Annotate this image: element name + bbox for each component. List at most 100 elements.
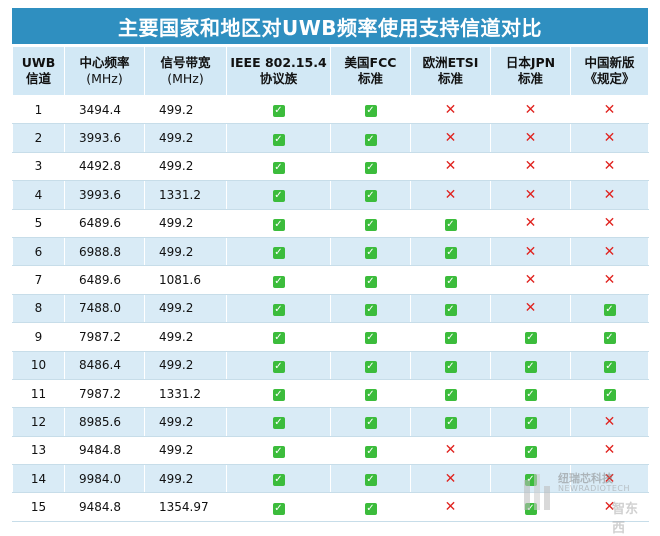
cell-jpn: ✓	[490, 435, 571, 466]
cell-bw: 499.2	[144, 407, 227, 437]
check-icon: ✓	[272, 161, 285, 174]
cell-ch: 1	[12, 94, 65, 125]
cross-icon: ✕	[444, 470, 457, 487]
table-row: 5 6489.6 499.2 ✓ ✓ ✓ ✕ ✕	[12, 208, 649, 238]
cell-ieee: ✓	[226, 492, 331, 522]
cell-ieee: ✓	[226, 94, 331, 125]
cell-cn: ✕	[570, 151, 649, 182]
check-icon: ✓	[272, 502, 285, 515]
check-icon: ✓	[272, 303, 285, 316]
check-icon: ✓	[524, 417, 537, 430]
cell-freq: 3993.6	[64, 180, 145, 210]
cell-jpn: ✓	[490, 464, 571, 494]
check-icon: ✓	[272, 218, 285, 231]
cross-icon: ✕	[603, 413, 616, 430]
check-icon: ✓	[272, 360, 285, 373]
cell-fcc: ✓	[330, 464, 411, 494]
check-icon: ✓	[364, 417, 377, 430]
check-icon: ✓	[444, 247, 457, 260]
cell-ch: 8	[12, 293, 65, 324]
header-china: 中国新版 《规定》	[570, 46, 649, 96]
cell-jpn: ✓	[490, 378, 571, 409]
cell-etsi: ✓	[410, 350, 491, 380]
cross-icon: ✕	[603, 272, 616, 289]
cell-ch: 7	[12, 265, 65, 295]
cell-fcc: ✓	[330, 293, 411, 324]
cell-ch: 2	[12, 123, 65, 153]
cell-etsi: ✓	[410, 208, 491, 238]
cell-fcc: ✓	[330, 208, 411, 238]
check-icon: ✓	[272, 332, 285, 345]
cell-fcc: ✓	[330, 378, 411, 409]
cell-fcc: ✓	[330, 435, 411, 466]
check-icon: ✓	[364, 275, 377, 288]
watermark-logo-icon	[524, 474, 550, 510]
cell-jpn: ✓	[490, 322, 571, 352]
check-icon: ✓	[364, 332, 377, 345]
header-line1: 日本JPN	[505, 55, 556, 70]
header-line1: UWB	[21, 55, 56, 70]
table-row: 2 3993.6 499.2 ✓ ✓ ✕ ✕ ✕	[12, 123, 649, 153]
header-line1: 美国FCC	[344, 55, 397, 70]
table-row: 14 9984.0 499.2 ✓ ✓ ✕ ✓ ✕	[12, 464, 649, 494]
header-etsi: 欧洲ETSI 标准	[410, 46, 491, 96]
cell-bw: 499.2	[144, 208, 227, 238]
table-row: 4 3993.6 1331.2 ✓ ✓ ✕ ✕ ✕	[12, 180, 649, 210]
cell-cn: ✕	[570, 236, 649, 267]
check-icon: ✓	[364, 218, 377, 231]
check-icon: ✓	[603, 303, 616, 316]
header-channel: UWB 信道	[12, 46, 65, 96]
cell-cn: ✕	[570, 464, 649, 494]
cell-bw: 1081.6	[144, 265, 227, 295]
cell-bw: 1331.2	[144, 180, 227, 210]
cell-cn: ✕	[570, 492, 649, 522]
cell-freq: 7987.2	[64, 322, 145, 352]
table-row: 1 3494.4 499.2 ✓ ✓ ✕ ✕ ✕	[12, 94, 649, 125]
cell-freq: 7488.0	[64, 293, 145, 324]
cell-freq: 3494.4	[64, 94, 145, 125]
cell-ch: 14	[12, 464, 65, 494]
cell-etsi: ✕	[410, 464, 491, 494]
cell-etsi: ✓	[410, 407, 491, 437]
cell-freq: 9484.8	[64, 435, 145, 466]
cell-fcc: ✓	[330, 123, 411, 153]
cell-freq: 6988.8	[64, 236, 145, 267]
table-row: 10 8486.4 499.2 ✓ ✓ ✓ ✓ ✓	[12, 350, 649, 380]
cell-ieee: ✓	[226, 123, 331, 153]
cell-jpn: ✕	[490, 265, 571, 295]
cross-icon: ✕	[524, 158, 537, 175]
cell-jpn: ✓	[490, 350, 571, 380]
check-icon: ✓	[272, 275, 285, 288]
cross-icon: ✕	[524, 272, 537, 289]
cell-ieee: ✓	[226, 435, 331, 466]
check-icon: ✓	[444, 218, 457, 231]
cell-freq: 4492.8	[64, 151, 145, 182]
cell-ch: 10	[12, 350, 65, 380]
cell-bw: 499.2	[144, 435, 227, 466]
watermark-company: 纽瑞芯科技	[558, 472, 613, 485]
header-ieee: IEEE 802.15.4 协议族	[226, 46, 331, 96]
cell-ch: 6	[12, 236, 65, 267]
table-row: 13 9484.8 499.2 ✓ ✓ ✕ ✓ ✕	[12, 435, 649, 466]
cell-ch: 12	[12, 407, 65, 437]
cell-etsi: ✕	[410, 151, 491, 182]
watermark-brand: 智东西	[612, 502, 639, 536]
table-row: 8 7488.0 499.2 ✓ ✓ ✓ ✕ ✓	[12, 293, 649, 324]
check-icon: ✓	[603, 332, 616, 345]
cell-ch: 5	[12, 208, 65, 238]
check-icon: ✓	[364, 161, 377, 174]
cell-cn: ✕	[570, 208, 649, 238]
check-icon: ✓	[272, 445, 285, 458]
header-line1: 信号带宽	[160, 55, 211, 70]
check-icon: ✓	[272, 190, 285, 203]
cell-bw: 1331.2	[144, 378, 227, 409]
cell-cn: ✓	[570, 322, 649, 352]
check-icon: ✓	[364, 474, 377, 487]
header-fcc: 美国FCC 标准	[330, 46, 411, 96]
check-icon: ✓	[272, 105, 285, 118]
header-line1: 中心频率	[79, 55, 130, 70]
table-row: 7 6489.6 1081.6 ✓ ✓ ✓ ✕ ✕	[12, 265, 649, 295]
cross-icon: ✕	[524, 130, 537, 147]
cell-bw: 499.2	[144, 236, 227, 267]
header-line2: 标准	[357, 71, 383, 86]
